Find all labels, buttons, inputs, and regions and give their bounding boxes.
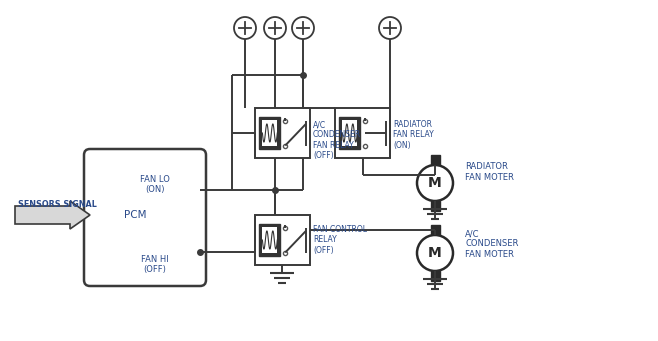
Bar [431,271,440,281]
FancyBboxPatch shape [84,149,206,286]
Bar [263,227,277,253]
Bar [335,108,390,158]
Circle shape [417,235,453,271]
Text: M: M [428,246,442,260]
Text: A/C
CONDENSER
FAN RELAY
(OFF): A/C CONDENSER FAN RELAY (OFF) [313,120,361,160]
Bar [263,120,277,146]
Bar [255,108,310,158]
Bar [342,120,357,146]
Bar [259,117,280,149]
Text: FAN LO
(ON): FAN LO (ON) [140,175,170,194]
Text: A/C
CONDENSER
FAN MOTER: A/C CONDENSER FAN MOTER [465,229,519,259]
Text: M: M [428,176,442,190]
Bar [255,215,310,265]
Text: RADIATOR
FAN MOTER: RADIATOR FAN MOTER [465,162,514,182]
Text: SENSORS SIGNAL: SENSORS SIGNAL [18,200,97,209]
Bar [340,117,361,149]
Bar [431,225,440,235]
Polygon shape [15,201,90,229]
Bar [431,155,440,165]
Bar [259,224,280,256]
Text: FAN HI
(OFF): FAN HI (OFF) [141,255,169,275]
Text: FAN CONTROL
RELAY
(OFF): FAN CONTROL RELAY (OFF) [313,225,367,255]
Circle shape [417,165,453,201]
Text: RADIATOR
FAN RELAY
(ON): RADIATOR FAN RELAY (ON) [393,120,434,150]
Bar [431,201,440,211]
Text: PCM: PCM [124,210,146,220]
